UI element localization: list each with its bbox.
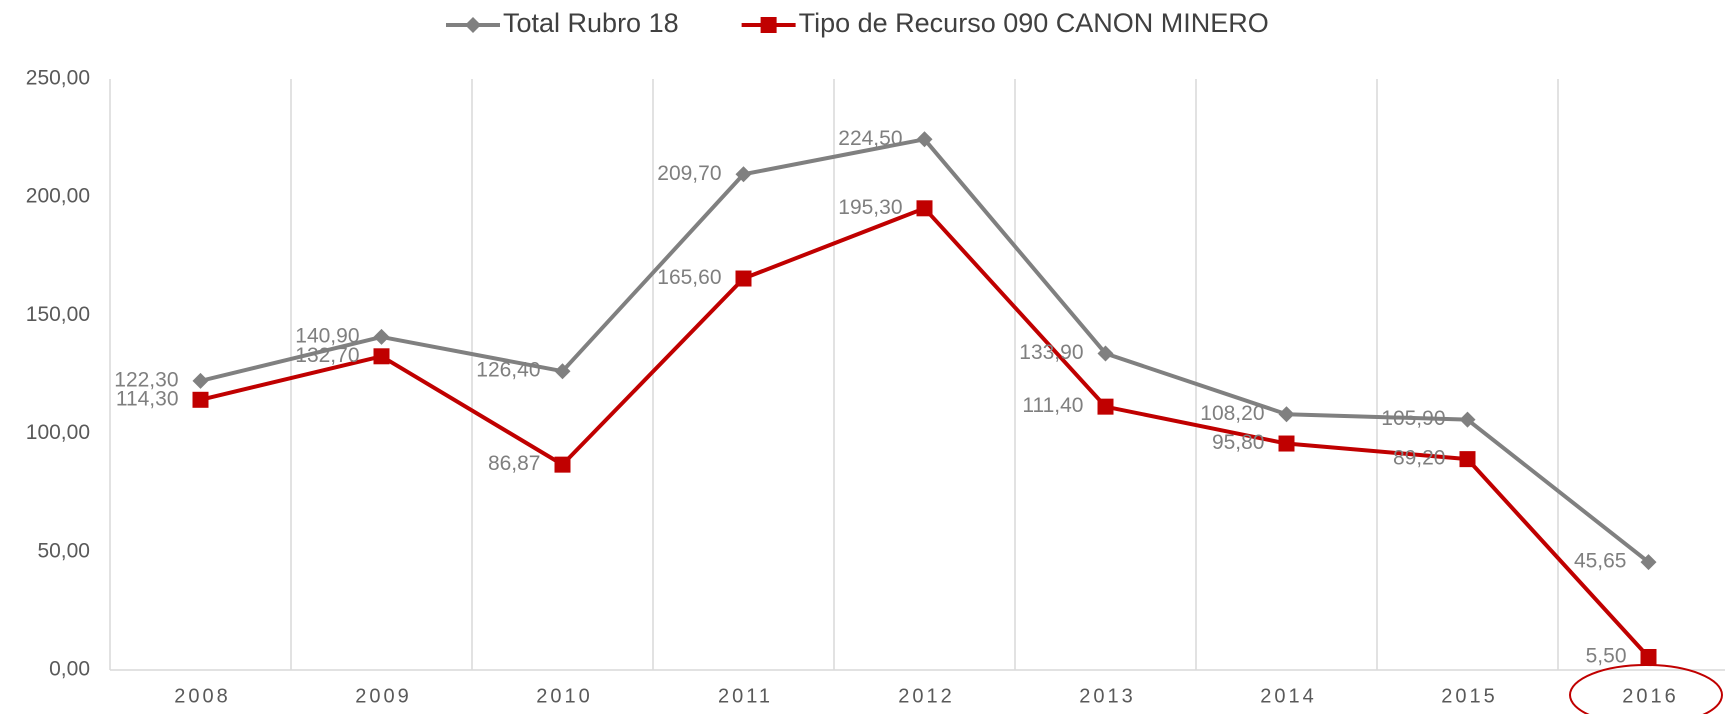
- data-label: 132,70: [295, 344, 359, 367]
- data-label: 209,70: [657, 162, 721, 185]
- data-label: 111,40: [1022, 394, 1083, 417]
- legend-item: Total Rubro 18: [446, 8, 679, 38]
- x-tick-label: 2013: [1079, 685, 1136, 707]
- data-label: 89,20: [1393, 447, 1446, 470]
- marker: [192, 391, 209, 408]
- marker: [1640, 648, 1657, 665]
- marker: [373, 348, 390, 365]
- data-label: 224,50: [838, 127, 902, 150]
- marker: [1097, 345, 1114, 362]
- data-label: 108,20: [1200, 402, 1264, 425]
- data-label: 195,30: [838, 196, 902, 219]
- data-label: 140,90: [295, 324, 359, 347]
- marker: [1459, 411, 1476, 428]
- marker: [1640, 554, 1657, 571]
- marker: [554, 456, 571, 473]
- legend-marker: [465, 17, 481, 33]
- marker: [916, 131, 933, 148]
- x-tick-label: 2012: [898, 685, 955, 707]
- x-tick-label: 2011: [718, 685, 773, 707]
- x-tick-label: 2009: [355, 685, 412, 707]
- data-label: 86,87: [488, 452, 541, 475]
- y-tick-label: 200,00: [26, 185, 90, 208]
- marker: [1097, 398, 1114, 415]
- y-tick-label: 100,00: [26, 421, 90, 444]
- legend-marker: [760, 17, 777, 33]
- x-tick-label: 2016: [1622, 685, 1679, 707]
- y-tick-label: 250,00: [26, 67, 90, 90]
- data-label: 133,90: [1019, 341, 1083, 364]
- data-label: 122,30: [114, 368, 178, 391]
- marker: [192, 372, 209, 389]
- x-tick-label: 2010: [536, 685, 593, 707]
- x-tick-label: 2014: [1260, 685, 1317, 707]
- x-tick-label: 2015: [1441, 685, 1498, 707]
- y-tick-label: 150,00: [26, 303, 90, 326]
- data-label: 105,90: [1381, 407, 1445, 430]
- data-label: 126,40: [476, 359, 540, 382]
- y-tick-label: 50,00: [37, 539, 90, 562]
- data-label: 5,50: [1586, 645, 1627, 668]
- legend-item: Tipo de Recurso 090 CANON MINERO: [741, 8, 1269, 38]
- data-label: 45,65: [1574, 550, 1627, 573]
- y-tick-label: 0,00: [49, 658, 90, 681]
- x-tick-label: 2008: [174, 685, 231, 707]
- data-label: 114,30: [116, 387, 179, 410]
- marker: [1278, 406, 1295, 423]
- marker: [1278, 435, 1295, 452]
- marker: [373, 328, 390, 345]
- highlight-circle: [1569, 664, 1723, 714]
- marker: [1459, 451, 1476, 468]
- data-label: 165,60: [657, 266, 721, 289]
- marker: [916, 200, 933, 217]
- legend-label: Tipo de Recurso 090 CANON MINERO: [799, 8, 1269, 38]
- marker: [554, 363, 571, 380]
- series-line: [200, 206, 1650, 659]
- marker: [735, 270, 752, 287]
- legend-label: Total Rubro 18: [503, 8, 679, 38]
- data-label: 95,80: [1212, 431, 1265, 454]
- marker: [735, 166, 752, 183]
